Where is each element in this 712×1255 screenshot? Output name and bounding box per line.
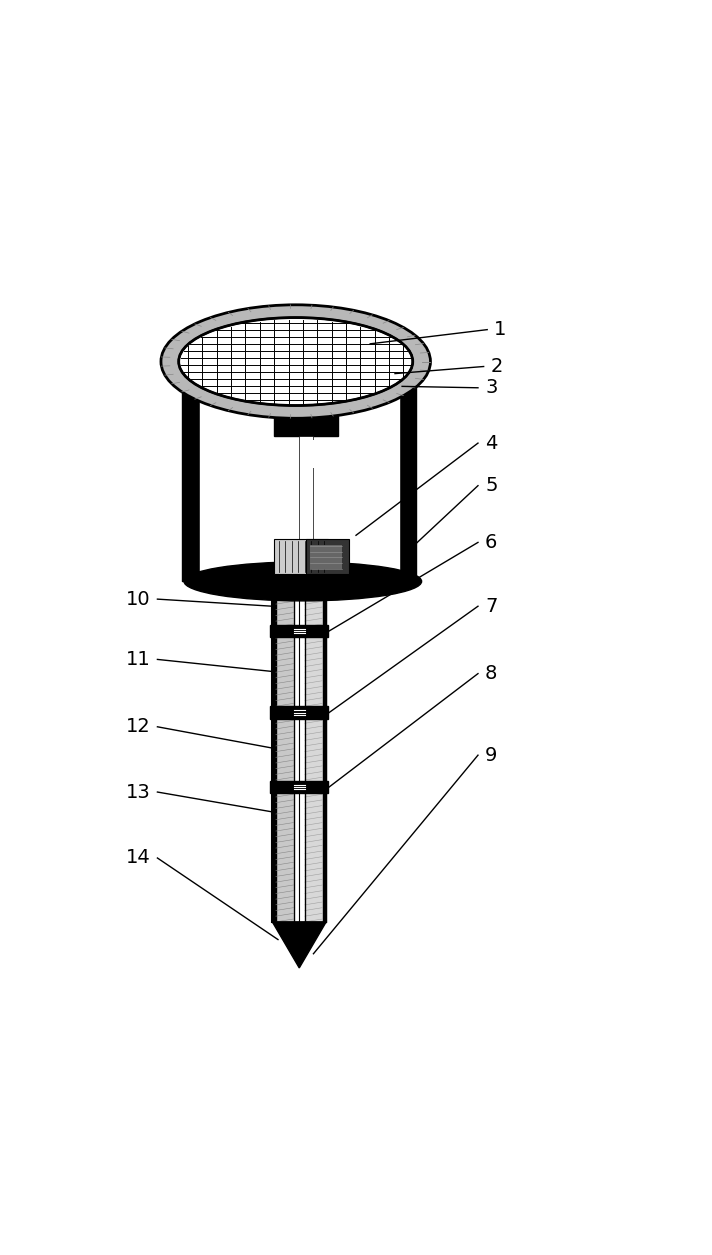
Text: 5: 5 [485,476,498,496]
Bar [270,625,328,638]
Text: 14: 14 [125,848,150,867]
Text: 8: 8 [485,664,498,683]
Text: 10: 10 [126,590,150,609]
Text: 4: 4 [485,433,498,453]
Bar [313,439,338,468]
Bar [270,781,328,793]
Text: 6: 6 [485,533,498,552]
Bar [270,707,328,719]
Ellipse shape [184,562,422,601]
Text: 9: 9 [485,745,498,764]
Text: 7: 7 [485,596,498,616]
Bar [299,435,313,542]
Bar [310,545,342,569]
Ellipse shape [179,318,413,405]
Text: 2: 2 [491,356,503,376]
Text: 1: 1 [494,320,507,339]
Polygon shape [272,922,326,968]
Text: 13: 13 [125,783,150,802]
Text: 12: 12 [125,718,150,737]
Ellipse shape [161,305,431,418]
Bar [274,369,338,435]
Bar [274,439,299,468]
Text: 3: 3 [485,378,498,398]
Bar [306,538,349,575]
Bar [274,538,328,575]
Text: 11: 11 [125,650,150,669]
